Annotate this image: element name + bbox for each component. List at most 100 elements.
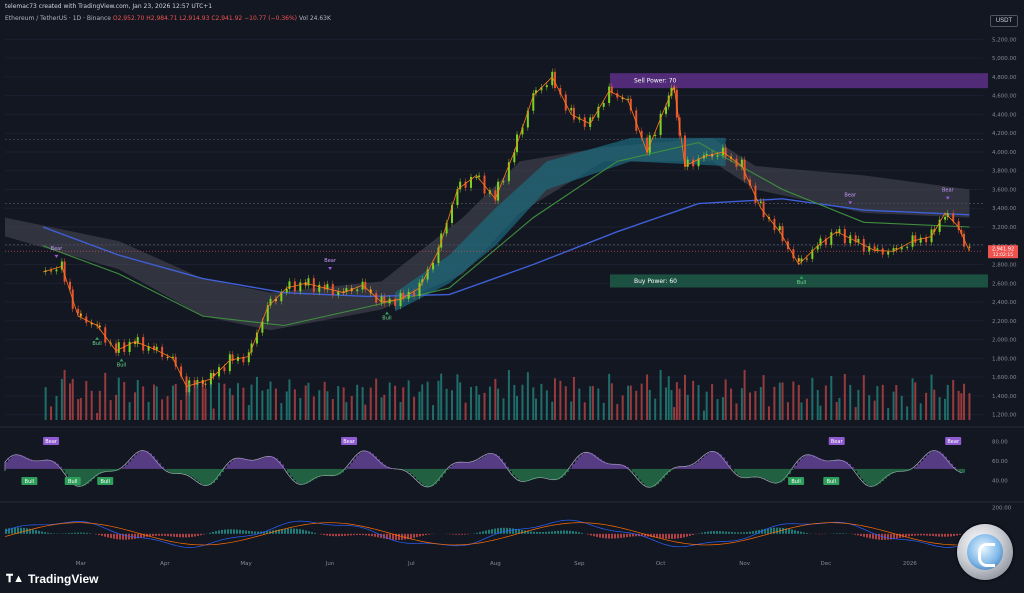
currency-button[interactable]: USDT bbox=[990, 15, 1018, 27]
macd-histogram-bar bbox=[749, 531, 751, 534]
volume-bar bbox=[583, 402, 586, 420]
volume-bar bbox=[627, 385, 630, 420]
oscillator-fill bbox=[782, 468, 785, 481]
candle-body bbox=[627, 98, 630, 100]
macd-histogram-bar bbox=[674, 533, 676, 539]
macd-histogram-bar bbox=[191, 533, 193, 537]
macd-histogram-bar bbox=[668, 533, 670, 539]
oscillator-fill bbox=[296, 468, 299, 483]
macd-histogram-bar bbox=[461, 533, 463, 535]
signal-marker bbox=[799, 275, 804, 279]
candle-body bbox=[228, 354, 231, 372]
macd-histogram-bar bbox=[773, 527, 775, 534]
macd-histogram-bar bbox=[38, 530, 40, 534]
candle-body bbox=[323, 284, 326, 290]
macd-histogram-bar bbox=[404, 533, 406, 540]
macd-histogram-bar bbox=[554, 531, 556, 534]
volume-bar bbox=[288, 379, 291, 420]
oscillator-fill bbox=[632, 468, 635, 473]
oscillator-fill bbox=[206, 468, 209, 486]
candle-body bbox=[640, 130, 643, 138]
oscillator-fill bbox=[299, 468, 302, 485]
volume-bar bbox=[451, 390, 454, 420]
oscillator-fill bbox=[137, 452, 140, 469]
price-tick-label: 1,400.00 bbox=[992, 394, 1017, 400]
oscillator-fill bbox=[182, 468, 185, 474]
macd-line bbox=[4, 519, 963, 548]
volume-bar bbox=[919, 403, 922, 420]
price-tick-label: 2,800.00 bbox=[992, 263, 1017, 269]
volume-bar bbox=[77, 399, 80, 420]
oscillator-fill bbox=[311, 468, 314, 481]
oscillator-fill bbox=[554, 468, 557, 480]
oscillator-signal-badge bbox=[788, 477, 805, 485]
oscillator-fill bbox=[326, 468, 329, 476]
oscillator-fill bbox=[950, 463, 953, 469]
macd-histogram-bar bbox=[533, 531, 535, 534]
oscillator-fill bbox=[344, 468, 347, 470]
tradingview-logo[interactable]: 𝐓▲ TradingView bbox=[6, 572, 98, 586]
macd-histogram-bar bbox=[347, 533, 349, 536]
oscillator-fill bbox=[893, 468, 896, 473]
volume-bar bbox=[759, 387, 762, 420]
candle-body bbox=[778, 226, 781, 231]
oscillator-fill bbox=[530, 468, 533, 480]
oscillator-fill bbox=[875, 468, 878, 486]
oscillator-fill bbox=[146, 451, 149, 469]
oscillator-fill bbox=[851, 467, 854, 469]
symbol-name[interactable]: Ethereum / TetherUS · 1D · Binance bbox=[5, 15, 111, 22]
volume-bar bbox=[63, 370, 66, 420]
macd-histogram-bar bbox=[782, 527, 784, 534]
candle-body bbox=[369, 289, 372, 294]
candle-body bbox=[881, 248, 884, 255]
oscillator-signal-label: Bull bbox=[791, 479, 800, 485]
candle-body bbox=[223, 367, 226, 372]
oscillator-fill bbox=[920, 461, 923, 469]
volume-bar bbox=[740, 388, 743, 420]
macd-histogram-bar bbox=[572, 531, 574, 534]
candle-body bbox=[250, 343, 253, 353]
oscillator-fill bbox=[260, 458, 263, 469]
macd-histogram-bar bbox=[896, 533, 898, 539]
oscillator-fill bbox=[131, 458, 134, 469]
macd-histogram-bar bbox=[344, 533, 346, 536]
oscillator-fill bbox=[884, 468, 887, 479]
candle-body bbox=[570, 107, 573, 111]
signal-label: Bull bbox=[92, 341, 101, 347]
volume-bar bbox=[824, 385, 827, 420]
candle-body bbox=[711, 153, 714, 157]
oscillator-fill bbox=[830, 460, 833, 469]
volume-bar bbox=[702, 410, 705, 420]
trend-band bbox=[395, 137, 726, 312]
macd-histogram-bar bbox=[959, 533, 961, 535]
macd-histogram-bar bbox=[125, 533, 127, 540]
macd-histogram-bar bbox=[161, 533, 163, 536]
oscillator-fill bbox=[407, 468, 410, 472]
macd-histogram-bar bbox=[11, 527, 13, 534]
candle-body bbox=[805, 258, 808, 260]
volume-bar bbox=[648, 389, 651, 420]
oscillator-fill bbox=[317, 468, 320, 478]
macd-histogram-bar bbox=[197, 533, 199, 536]
volume-bar bbox=[96, 413, 99, 420]
oscillator-fill bbox=[101, 468, 104, 473]
oscillator-fill bbox=[905, 468, 908, 471]
macd-histogram-bar bbox=[335, 533, 337, 537]
volume-bar bbox=[299, 397, 302, 420]
volume-bar bbox=[331, 398, 334, 420]
oscillator-fill bbox=[620, 464, 623, 469]
oscillator-fill bbox=[350, 462, 353, 469]
oscillator-fill bbox=[125, 464, 128, 469]
macd-histogram-bar bbox=[281, 529, 283, 534]
macd-histogram-bar bbox=[524, 530, 526, 534]
volume-bar bbox=[497, 388, 500, 420]
oscillator-fill bbox=[440, 468, 443, 478]
oscillator-fill bbox=[701, 457, 704, 469]
candle-body bbox=[830, 232, 833, 245]
oscillator-fill bbox=[428, 468, 431, 488]
candle-body bbox=[919, 237, 922, 243]
macd-histogram-bar bbox=[236, 529, 238, 534]
oscillator-fill bbox=[758, 468, 761, 478]
macd-histogram-bar bbox=[641, 533, 643, 537]
